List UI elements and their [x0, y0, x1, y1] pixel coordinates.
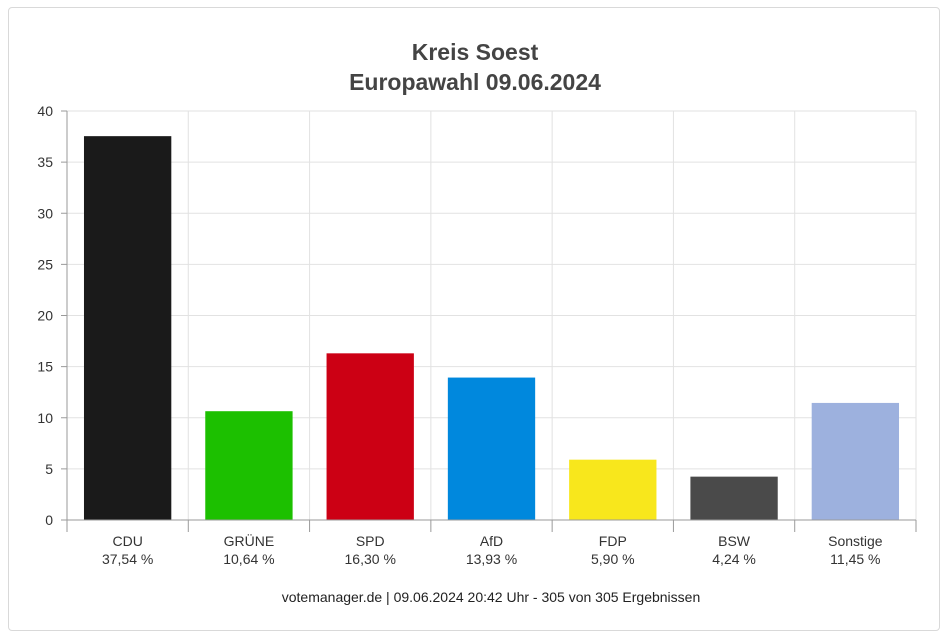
- bars: [83, 136, 900, 520]
- category-label: SPD: [356, 533, 385, 549]
- y-tick-label: 25: [37, 256, 53, 272]
- category-label: AfD: [480, 533, 503, 549]
- y-tick-label: 40: [37, 103, 53, 119]
- chart-title: Kreis Soest: [412, 39, 539, 65]
- chart-subtitle: Europawahl 09.06.2024: [349, 69, 601, 95]
- bar-spd: [326, 353, 414, 520]
- value-label: 10,64 %: [223, 551, 274, 567]
- y-tick-label: 35: [37, 154, 53, 170]
- y-tick-label: 20: [37, 308, 53, 324]
- category-labels: CDU 37,54 % GRÜNE 10,64 % SPD 16,30 % AfD 13,93…: [102, 532, 883, 567]
- value-label: 5,90 %: [591, 551, 635, 567]
- category-label: BSW: [718, 533, 751, 549]
- y-tick-label: 5: [45, 461, 53, 477]
- category-label: CDU: [112, 533, 142, 549]
- axes: 0 5 10 15 20 25 30 35 40: [37, 103, 917, 532]
- value-label: 37,54 %: [102, 551, 153, 567]
- y-tick-label: 10: [37, 410, 53, 426]
- y-tick-label: 15: [37, 359, 53, 375]
- y-tick-label: 0: [45, 512, 53, 528]
- bar-sonstige: [811, 402, 900, 520]
- category-label: GRÜNE: [224, 532, 275, 549]
- bar-afd: [447, 377, 536, 520]
- value-label: 16,30 %: [345, 551, 396, 567]
- value-label: 4,24 %: [712, 551, 756, 567]
- bar-cdu: [83, 136, 172, 520]
- bar-bsw: [690, 476, 778, 520]
- category-label: FDP: [599, 533, 627, 549]
- value-label: 11,45 %: [830, 551, 880, 567]
- y-tick-label: 30: [37, 205, 53, 221]
- chart-footer: votemanager.de | 09.06.2024 20:42 Uhr - …: [282, 589, 701, 605]
- value-label: 13,93 %: [466, 551, 517, 567]
- bar-grüne: [205, 411, 293, 520]
- bar-fdp: [569, 459, 657, 520]
- category-label: Sonstige: [828, 533, 883, 549]
